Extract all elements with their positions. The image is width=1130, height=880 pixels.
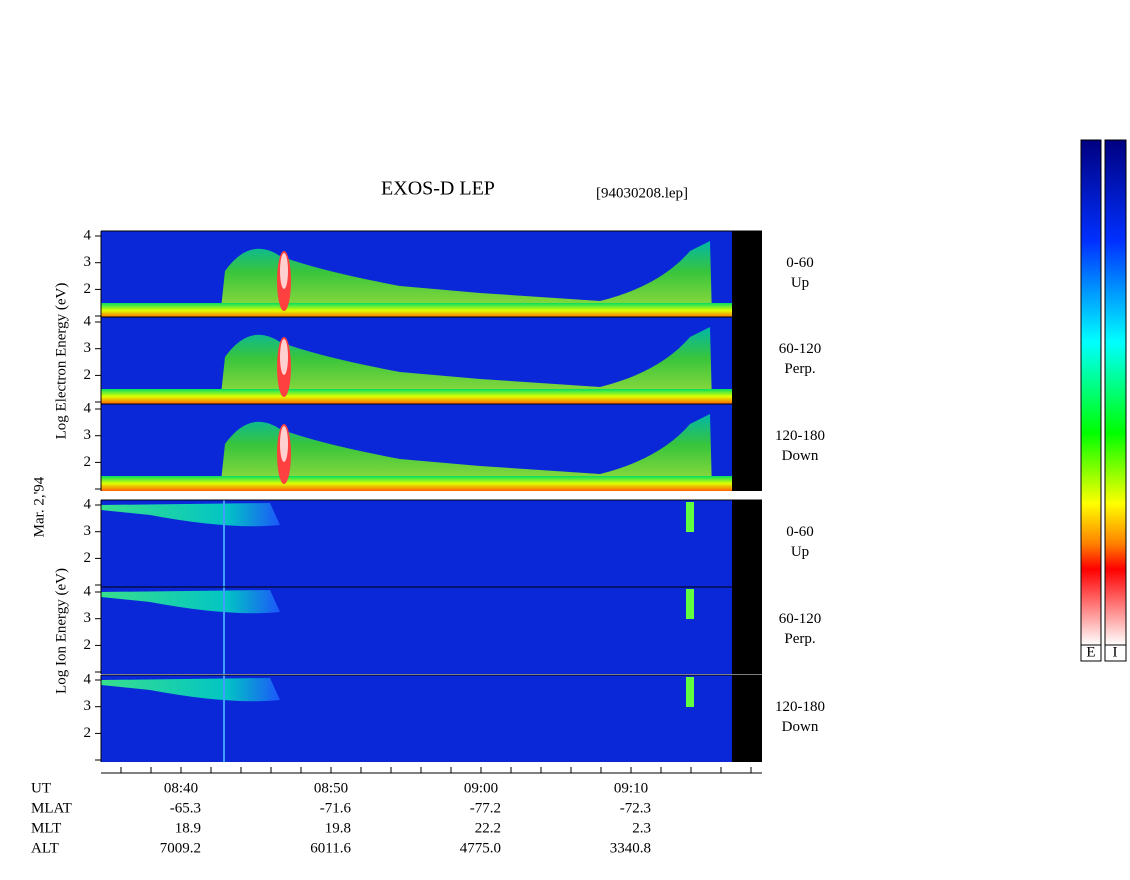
row-value: 19.8	[325, 820, 351, 836]
y-tick-label: 3	[84, 523, 92, 539]
date-label: Mar. 2,'94	[31, 476, 47, 537]
y-tick-label: 4	[84, 400, 92, 416]
row-value: -65.3	[170, 800, 201, 816]
row-label: UT	[31, 780, 51, 796]
electron-low-energy	[101, 389, 732, 404]
y-tick-label: 4	[84, 227, 92, 243]
row-value: 7009.2	[160, 840, 201, 856]
row-label: MLAT	[31, 800, 72, 816]
direction: Down	[782, 448, 819, 464]
row-value: 08:40	[164, 780, 198, 796]
electron-peak-core	[280, 253, 288, 289]
title: EXOS-D LEP	[381, 178, 495, 200]
pitch-angle: 0-60	[786, 524, 814, 540]
row-value: 2.3	[632, 820, 651, 836]
colorbar-label: I	[1113, 644, 1118, 660]
direction: Up	[791, 544, 809, 560]
ion-flux	[101, 678, 280, 702]
electron-flux	[220, 241, 712, 318]
y-tick-label: 2	[84, 367, 92, 383]
ion-flux	[101, 590, 280, 614]
ion-burst	[686, 677, 694, 707]
y-tick-label: 3	[84, 427, 92, 443]
row-value: 18.9	[175, 820, 201, 836]
y-tick-label: 2	[84, 550, 92, 566]
y-tick-label: 2	[84, 725, 92, 741]
y-tick-label: 4	[84, 583, 92, 599]
y-tick-label: 2	[84, 454, 92, 470]
data-gap	[732, 231, 762, 318]
row-value: 4775.0	[460, 840, 501, 856]
row-value: 09:00	[464, 780, 498, 796]
row-value: -71.6	[320, 800, 352, 816]
ion-burst	[686, 589, 694, 619]
spectrograms: 4 3 2 0-60 Up 4 3 2 60-120 Perp. 4 3 2 120-180 Down 4 3 2…	[84, 227, 825, 773]
colorbar-label: E	[1086, 644, 1095, 660]
row-label: ALT	[31, 840, 59, 856]
direction: Down	[782, 719, 819, 735]
electron-axis-label: Log Electron Energy (eV)	[53, 283, 69, 440]
row-value: 08:50	[314, 780, 348, 796]
colorbar-label-box	[1080, 644, 1102, 662]
pitch-angle: 120-180	[775, 699, 825, 715]
electron-flux	[220, 327, 712, 404]
row-label: MLT	[31, 820, 61, 836]
y-tick-label: 3	[84, 610, 92, 626]
pitch-angle: 0-60	[786, 255, 814, 271]
direction: Perp.	[784, 631, 815, 647]
row-value: -72.3	[620, 800, 651, 816]
y-tick-label: 4	[84, 313, 92, 329]
electron-peak-core	[280, 426, 288, 462]
electron-low-energy	[101, 303, 732, 318]
ion-flux	[101, 503, 280, 527]
pitch-angle: 60-120	[779, 611, 822, 627]
ion-burst	[686, 502, 694, 532]
row-value: 3340.8	[610, 840, 651, 856]
colorbar-label-box	[1104, 644, 1127, 662]
electron-flux	[220, 414, 712, 491]
colorbar	[1080, 139, 1102, 646]
y-tick-label: 4	[84, 496, 92, 512]
colorbar	[1104, 139, 1127, 646]
electron-peak-core	[280, 339, 288, 375]
data-gap	[732, 587, 762, 674]
ion-axis-label: Log Ion Energy (eV)	[53, 568, 69, 694]
file-name: [94030208.lep]	[596, 185, 688, 201]
direction: Perp.	[784, 361, 815, 377]
row-value: -77.2	[470, 800, 501, 816]
y-tick-label: 3	[84, 698, 92, 714]
y-tick-label: 3	[84, 340, 92, 356]
row-value: 09:10	[614, 780, 648, 796]
y-tick-label: 2	[84, 637, 92, 653]
data-gap	[732, 317, 762, 404]
data-gap	[732, 675, 762, 762]
y-tick-label: 2	[84, 281, 92, 297]
pitch-angle: 120-180	[775, 428, 825, 444]
direction: Up	[791, 275, 809, 291]
orbit-table: UT 08:40 08:50 09:00 09:10 MLAT -65.3 -71.6 -77.…	[31, 780, 651, 856]
pitch-angle: 60-120	[779, 341, 822, 357]
row-value: 6011.6	[310, 840, 351, 856]
y-tick-label: 4	[84, 671, 92, 687]
electron-low-energy	[101, 476, 732, 491]
row-value: 22.2	[475, 820, 501, 836]
y-tick-label: 3	[84, 254, 92, 270]
data-gap	[732, 404, 762, 491]
data-gap	[732, 500, 762, 587]
